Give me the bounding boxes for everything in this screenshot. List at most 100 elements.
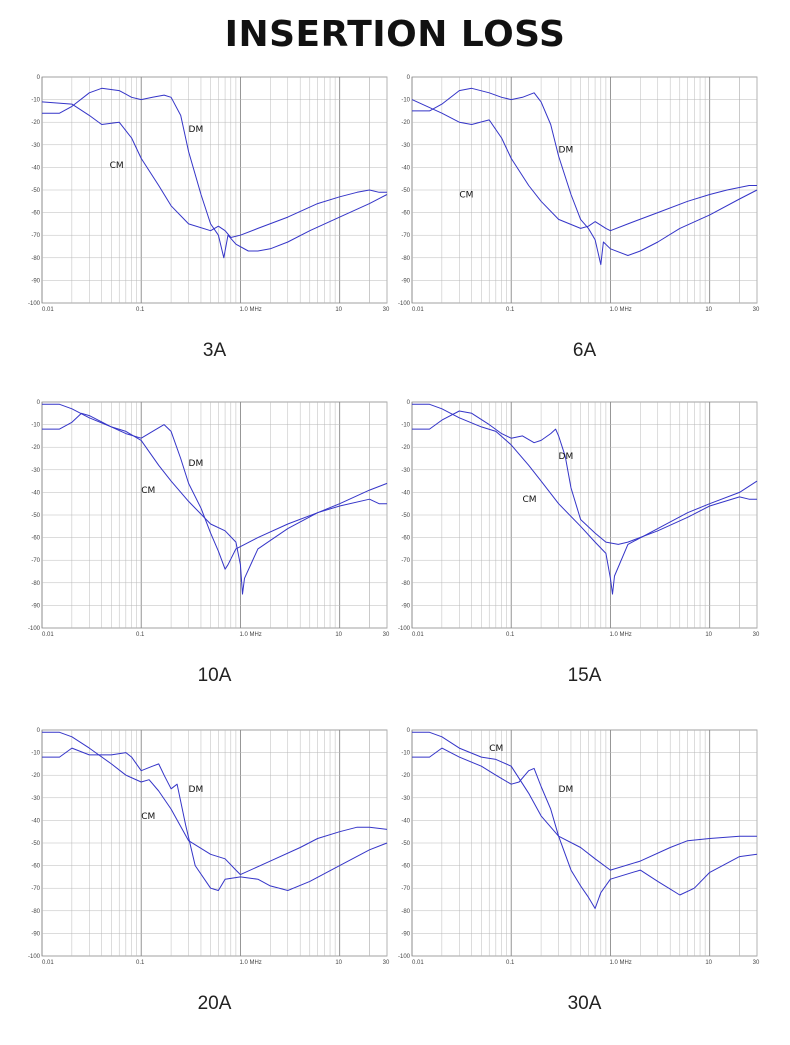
chart-caption: 15A — [567, 665, 602, 686]
y-tick-label: -10 — [31, 423, 40, 429]
series-line-dm — [412, 747, 758, 909]
x-tick-label: 1.0 MHz — [609, 632, 631, 638]
y-tick-label: -90 — [31, 931, 40, 937]
series-line-cm — [42, 731, 388, 876]
series-label-cm: CM — [459, 191, 473, 201]
y-tick-label: -80 — [31, 909, 40, 915]
y-tick-label: -30 — [31, 143, 40, 149]
y-tick-label: -30 — [401, 143, 410, 149]
x-tick-label: 10 — [335, 632, 342, 638]
series-label-dm: DM — [189, 125, 204, 135]
y-tick-label: -60 — [401, 536, 410, 542]
x-tick-label: 0.01 — [412, 960, 424, 966]
x-tick-label: 10 — [335, 960, 342, 966]
y-tick-label: -70 — [401, 233, 410, 239]
chart-caption: 6A — [572, 340, 597, 361]
y-tick-label: -100 — [28, 301, 41, 307]
y-tick-label: -30 — [31, 796, 40, 802]
y-tick-label: -90 — [31, 278, 40, 284]
chart-panel: 0 -10 -20 -30 -40 -50 -60 -70 -80 -90 -100 0.01 0.1 1… — [28, 725, 427, 1045]
y-tick-label: -70 — [401, 558, 410, 564]
y-tick-label: -30 — [401, 468, 410, 474]
series-label-cm: CM — [141, 812, 155, 822]
y-tick-label: -100 — [28, 954, 41, 960]
series-label-cm: CM — [489, 744, 503, 754]
x-tick-label: 10 — [705, 632, 712, 638]
series-line-cm — [411, 99, 757, 232]
x-tick-label: 1.0 MHz — [239, 307, 261, 313]
y-tick-label: -50 — [401, 513, 410, 519]
y-tick-label: -20 — [31, 773, 40, 779]
y-tick-label: -40 — [401, 490, 410, 496]
y-tick-label: -50 — [31, 841, 40, 847]
y-tick-label: -100 — [398, 626, 411, 632]
y-tick-label: -10 — [401, 423, 410, 429]
y-tick-label: -40 — [31, 490, 40, 496]
chart-caption: 20A — [197, 993, 232, 1014]
chart-caption: 3A — [202, 340, 227, 361]
series-label-cm: CM — [523, 495, 537, 505]
y-tick-label: -40 — [31, 818, 40, 824]
series-line-cm — [412, 403, 758, 595]
y-tick-label: -10 — [401, 98, 410, 104]
y-tick-label: 0 — [407, 400, 411, 406]
y-tick-label: 0 — [37, 400, 41, 406]
x-tick-label: 1.0 MHz — [609, 960, 631, 966]
x-tick-label: 0.01 — [42, 632, 54, 638]
series-line-cm — [42, 403, 388, 595]
chart-caption: 10A — [197, 665, 232, 686]
y-tick-label: -90 — [31, 603, 40, 609]
y-tick-label: -90 — [401, 931, 410, 937]
series-label-dm: DM — [189, 459, 204, 469]
x-tick-label: 1.0 MHz — [609, 307, 631, 313]
chart-panel: 0 -10 -20 -30 -40 -50 -60 -70 -80 -90 -100 0.01 0.1 1… — [398, 397, 790, 717]
y-tick-label: -100 — [398, 301, 411, 307]
y-tick-label: -90 — [401, 278, 410, 284]
series-line-dm — [42, 747, 388, 891]
y-tick-label: 0 — [407, 728, 411, 734]
y-tick-label: -20 — [401, 120, 410, 126]
y-tick-label: -10 — [31, 98, 40, 104]
series-label-dm: DM — [189, 785, 204, 795]
series-label-dm: DM — [559, 785, 574, 795]
y-tick-label: -90 — [401, 603, 410, 609]
chart-panel: 0 -10 -20 -30 -40 -50 -60 -70 -80 -90 -100 0.01 0.1 1… — [398, 72, 790, 392]
x-tick-label: 10 — [705, 960, 712, 966]
x-tick-label: 30 — [753, 960, 760, 966]
y-tick-label: -30 — [31, 468, 40, 474]
chart-panel: 0 -10 -20 -30 -40 -50 -60 -70 -80 -90 -100 0.01 0.1 1… — [28, 397, 427, 717]
x-tick-label: 30 — [753, 632, 760, 638]
x-tick-label: 0.01 — [42, 960, 54, 966]
series-label-cm: CM — [110, 161, 124, 171]
y-tick-label: -50 — [401, 188, 410, 194]
y-tick-label: -50 — [31, 513, 40, 519]
y-tick-label: -60 — [31, 864, 40, 870]
y-tick-label: 0 — [37, 728, 41, 734]
x-tick-label: 30 — [383, 632, 390, 638]
x-tick-label: 0.1 — [506, 307, 515, 313]
y-tick-label: -50 — [31, 188, 40, 194]
y-tick-label: -10 — [31, 751, 40, 757]
x-tick-label: 30 — [383, 960, 390, 966]
chart-panel: 0 -10 -20 -30 -40 -50 -60 -70 -80 -90 -100 0.01 0.1 1… — [398, 725, 790, 1045]
y-tick-label: -60 — [31, 211, 40, 217]
x-tick-label: 1.0 MHz — [239, 960, 261, 966]
y-tick-label: -60 — [401, 864, 410, 870]
x-tick-label: 1.0 MHz — [239, 632, 261, 638]
x-tick-label: 0.1 — [506, 960, 515, 966]
y-tick-label: -60 — [401, 211, 410, 217]
y-tick-label: -20 — [31, 445, 40, 451]
x-tick-label: 30 — [383, 307, 390, 313]
x-tick-label: 0.1 — [506, 632, 515, 638]
y-tick-label: -70 — [31, 233, 40, 239]
series-line-cm — [412, 731, 757, 871]
chart-panel: 0 -10 -20 -30 -40 -50 -60 -70 -80 -90 -100 0.01 0.1 1… — [28, 72, 427, 392]
series-label-dm: DM — [559, 145, 574, 155]
y-tick-label: -80 — [401, 581, 410, 587]
y-tick-label: -40 — [401, 818, 410, 824]
y-tick-label: -70 — [401, 886, 410, 892]
y-tick-label: -40 — [31, 165, 40, 171]
